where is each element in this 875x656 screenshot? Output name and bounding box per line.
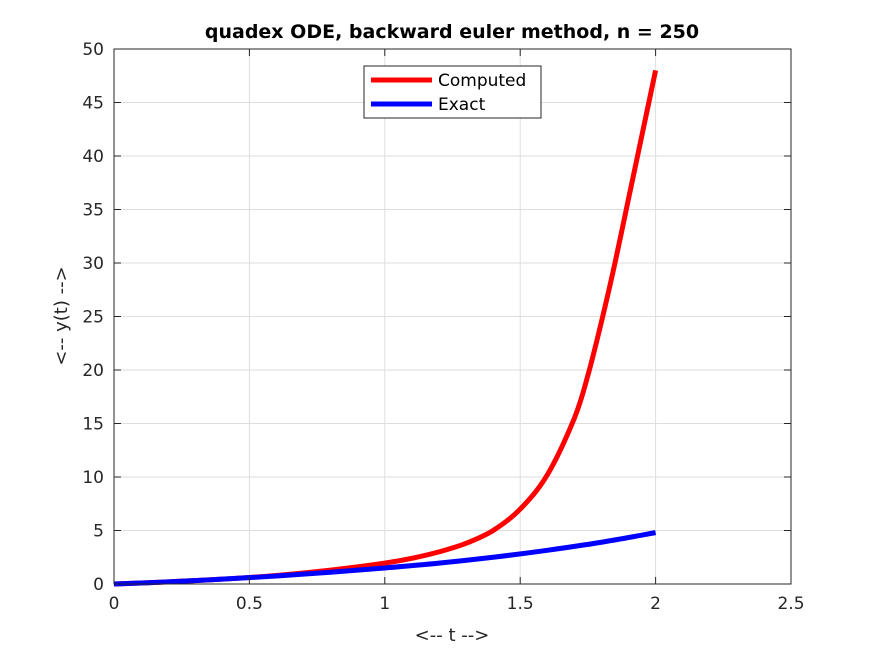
ticks bbox=[113, 48, 792, 585]
y-tick-label: 10 bbox=[82, 468, 104, 488]
x-tick-label: 2 bbox=[650, 594, 661, 614]
x-tick-label: 1 bbox=[379, 594, 390, 614]
y-tick-label: 45 bbox=[82, 94, 104, 114]
legend: Computed Exact bbox=[363, 65, 542, 119]
y-tick-label: 35 bbox=[82, 201, 104, 221]
y-tick-label: 5 bbox=[93, 522, 104, 542]
x-tick-label: 0 bbox=[109, 594, 120, 614]
y-tick-label: 50 bbox=[82, 40, 104, 60]
x-tick-label: 1.5 bbox=[507, 594, 534, 614]
y-tick-label: 0 bbox=[93, 575, 104, 595]
chart-title: quadex ODE, backward euler method, n = 2… bbox=[205, 21, 699, 43]
tick-labels: 0 0.5 1 1.5 2 2.5 0 5 10 15 20 25 30 35 40 45 50 bbox=[82, 40, 804, 614]
legend-label-computed: Computed bbox=[438, 71, 526, 91]
y-tick-label: 25 bbox=[82, 308, 104, 328]
x-tick-label: 2.5 bbox=[777, 594, 804, 614]
y-tick-label: 15 bbox=[82, 415, 104, 435]
x-axis-label: <-- t --> bbox=[415, 625, 490, 646]
series-line-exact bbox=[113, 530, 657, 587]
y-tick-label: 20 bbox=[82, 361, 104, 381]
x-tick-label: 0.5 bbox=[236, 594, 263, 614]
legend-box bbox=[363, 65, 542, 119]
y-axis-label: <-- y(t) --> bbox=[51, 266, 72, 365]
legend-label-exact: Exact bbox=[438, 95, 486, 115]
y-tick-label: 40 bbox=[82, 147, 104, 167]
series-layer bbox=[113, 69, 659, 587]
y-tick-label: 30 bbox=[82, 254, 104, 274]
